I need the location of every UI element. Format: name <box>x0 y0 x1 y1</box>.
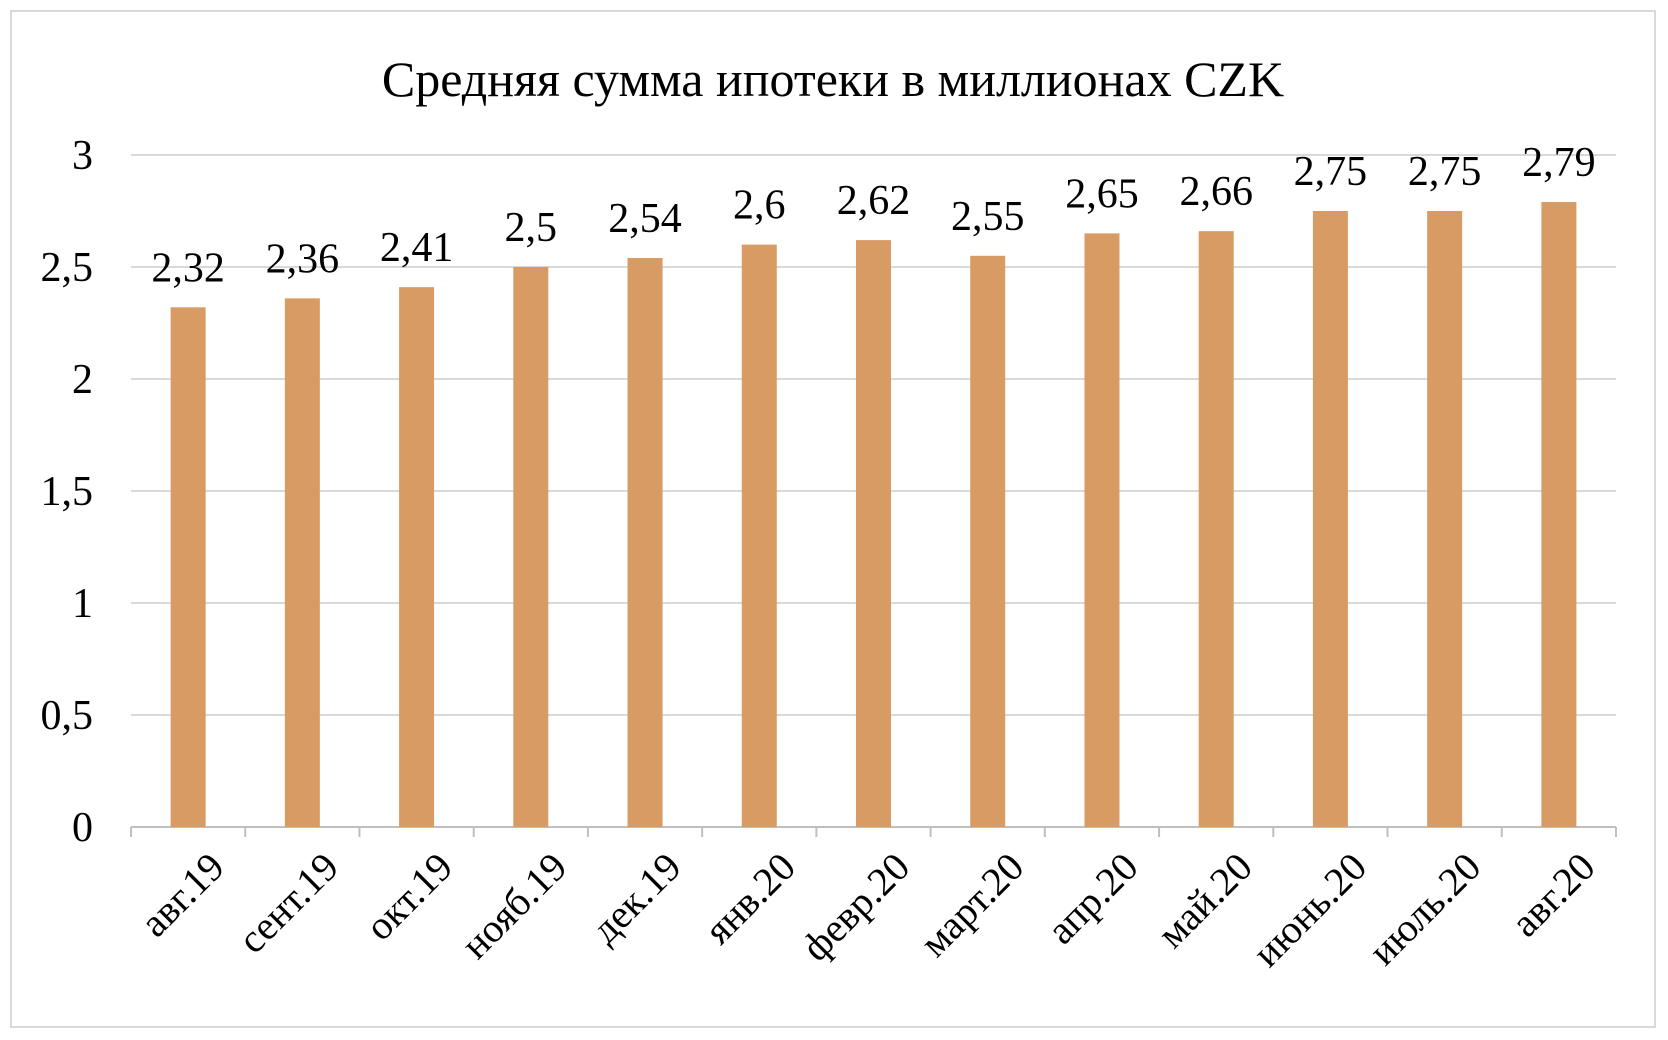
y-tick-label: 0,5 <box>41 693 94 739</box>
data-label: 2,62 <box>837 178 911 224</box>
bar <box>1427 211 1463 827</box>
data-label: 2,75 <box>1294 149 1368 195</box>
chart-frame: Средняя сумма ипотеки в миллионах CZK <box>10 10 1656 1028</box>
bar <box>513 267 549 827</box>
data-label: 2,75 <box>1408 149 1482 195</box>
data-label: 2,66 <box>1179 169 1253 215</box>
data-label: 2,5 <box>505 205 558 251</box>
bar <box>741 244 777 828</box>
bar <box>1541 202 1577 828</box>
data-label: 2,79 <box>1522 140 1596 186</box>
category-label: май.20 <box>1148 844 1261 957</box>
category-label: апр.20 <box>1038 844 1147 953</box>
y-tick-label: 3 <box>72 133 93 179</box>
category-label: дек.19 <box>582 844 690 952</box>
y-tick-label: 2,5 <box>41 245 94 291</box>
y-tick-label: 2 <box>72 357 93 403</box>
y-tick-label: 0 <box>72 805 93 851</box>
data-label: 2,55 <box>951 194 1025 240</box>
bar <box>1198 231 1234 827</box>
category-label: нояб.19 <box>452 844 575 967</box>
bar <box>970 255 1006 828</box>
category-label: февр.20 <box>793 844 919 970</box>
y-tick-label: 1 <box>72 581 93 627</box>
category-label: июнь.20 <box>1244 844 1375 975</box>
category-label: авг.19 <box>131 844 233 946</box>
bar <box>627 258 663 827</box>
category-label: март.20 <box>911 844 1032 965</box>
data-label: 2,32 <box>151 245 225 291</box>
data-label: 2,41 <box>380 225 454 271</box>
bar <box>1312 211 1348 827</box>
category-label: июль.20 <box>1360 844 1490 974</box>
category-label: сент.19 <box>229 844 347 962</box>
bar <box>856 240 891 827</box>
data-label: 2,65 <box>1065 171 1139 217</box>
category-label: янв.20 <box>695 844 804 953</box>
data-label: 2,6 <box>733 183 786 229</box>
chart-title: Средняя сумма ипотеки в миллионах CZK <box>381 51 1285 107</box>
y-tick-label: 1,5 <box>41 469 94 515</box>
data-label: 2,36 <box>266 236 340 282</box>
bar <box>170 307 206 827</box>
bar <box>284 298 320 827</box>
category-label: окт.19 <box>356 844 461 949</box>
data-label: 2,54 <box>608 196 682 242</box>
category-label: авг.20 <box>1502 844 1604 946</box>
bar <box>1084 233 1120 827</box>
bar <box>399 287 435 827</box>
